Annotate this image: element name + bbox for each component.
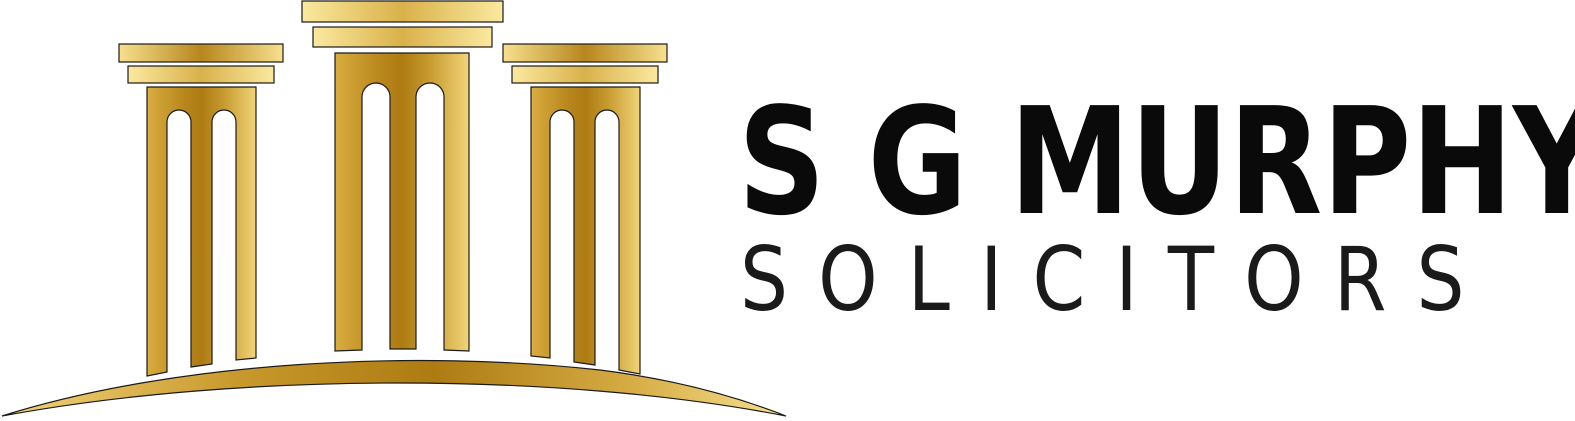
base-arc — [1, 359, 787, 417]
wordmark: S G MURPHY SOLICITORS — [738, 76, 1575, 331]
left-column — [118, 43, 284, 377]
firm-type: SOLICITORS — [740, 228, 1495, 331]
center-column — [301, 0, 504, 352]
greek-columns-icon — [1, 0, 787, 417]
firm-name: S G MURPHY — [738, 76, 1575, 248]
right-column — [502, 43, 668, 375]
